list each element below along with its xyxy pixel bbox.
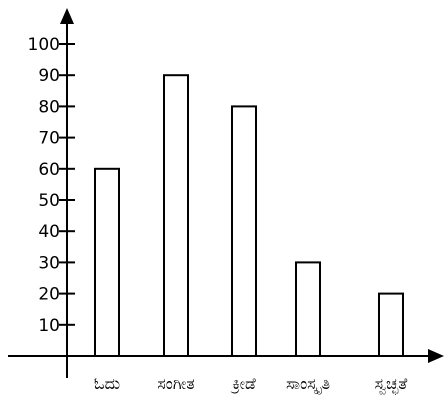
y-tick-label: 30 [38,253,60,273]
y-axis-ticks: 10 20 30 40 50 60 70 80 90 100 [28,35,75,336]
bars [94,74,404,358]
x-category-label: ಸಂಗೀತ [157,374,194,393]
x-category-label: ಕ್ರೀಡೆ [231,374,257,394]
bar [94,167,120,357]
y-tick-label: 40 [38,222,60,242]
bar [163,74,189,357]
y-tick-label: 80 [38,97,60,117]
y-tick-label: 10 [38,316,60,336]
x-category-label: ಸ್ವಚ್ಛತೆ [375,374,408,396]
x-category-label: ಓದು [94,374,120,393]
y-tick-label: 50 [38,191,60,211]
x-axis-arrow [428,349,444,363]
x-axis-labels: ಓದು ಸಂಗೀತ ಕ್ರೀಡೆ ಸಾಂಸ್ಕೃತಿ ಸ್ವಚ್ಛತೆ [94,374,408,396]
y-tick-label: 100 [28,35,60,55]
y-axis-arrow [60,8,74,24]
bar [378,292,404,358]
y-tick-label: 70 [38,129,60,149]
x-category-label: ಸಾಂಸ್ಕೃತಿ [286,374,330,395]
y-tick-label: 20 [38,285,60,305]
bar [231,105,257,358]
y-tick-label: 60 [38,160,60,180]
y-tick-label: 90 [38,66,60,86]
bar [295,261,321,357]
